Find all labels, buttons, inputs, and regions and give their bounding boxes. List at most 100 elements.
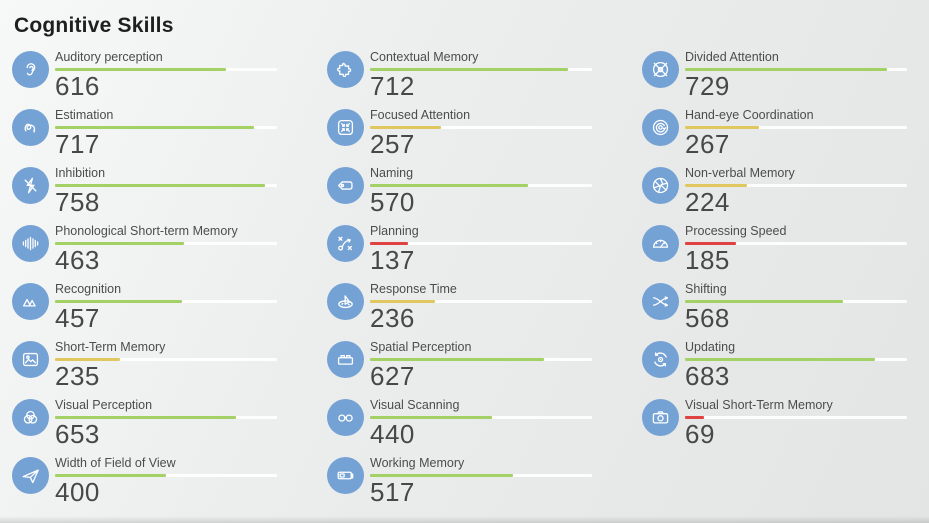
skill-progress-bar [55,474,277,477]
skill-progress-fill [370,416,493,419]
refresh-icon [642,341,679,378]
skill-card[interactable]: Non-verbal Memory 224 [642,166,929,216]
compress-arrows-icon [327,109,364,146]
skill-progress-bar [685,126,907,129]
skill-card[interactable]: Divided Attention 729 [642,50,929,101]
skill-progress-bar [685,68,907,71]
skill-label: Focused Attention [370,108,471,122]
skill-value: 717 [55,129,100,159]
skill-progress-fill [55,416,237,419]
skill-value: 235 [55,361,100,391]
skill-progress-fill [55,242,184,245]
skill-progress-fill [685,242,737,245]
skill-label: Phonological Short-term Memory [55,224,238,238]
brick-icon [327,341,364,378]
skill-card[interactable]: Contextual Memory 712 [327,50,628,100]
skill-value: 653 [55,419,100,449]
skill-progress-fill [685,300,843,303]
skill-card[interactable]: Working Memory 517 [327,456,628,507]
skill-card[interactable]: Visual Scanning 440 [327,398,628,448]
skill-value: 570 [370,187,415,217]
skill-label: Planning [370,224,419,238]
skill-progress-bar [55,358,277,361]
skill-progress-fill [685,68,888,71]
skills-grid: Auditory perception 616 Contextual Memor… [12,50,919,507]
skill-value: 683 [685,361,730,391]
skill-label: Visual Scanning [370,398,460,412]
skill-label: Visual Short-Term Memory [685,398,833,412]
puzzle-icon [327,51,364,88]
skill-card[interactable]: Shifting 568 [642,282,929,332]
skill-card[interactable]: Updating 683 [642,340,929,391]
venn-circles-icon [12,399,49,436]
skill-card[interactable]: Recognition 457 [12,282,313,332]
skill-progress-fill [685,184,748,187]
skill-card[interactable]: Focused Attention 257 [327,108,628,159]
skill-progress-bar [370,126,592,129]
skill-card[interactable]: Estimation 717 [12,108,313,159]
skill-card[interactable]: Processing Speed 185 [642,224,929,275]
skill-card[interactable]: Naming 570 [327,166,628,217]
skill-value: 729 [685,71,730,101]
skill-label: Auditory perception [55,50,163,64]
skill-progress-fill [370,126,442,129]
skill-progress-bar [370,184,592,187]
tag-icon [327,167,364,204]
skill-card[interactable]: Planning 137 [327,224,628,275]
skill-progress-bar [55,416,277,419]
skill-card[interactable]: Short-Term Memory 235 [12,340,313,391]
skill-progress-bar [55,300,277,303]
skill-card[interactable]: Phonological Short-term Memory 463 [12,224,313,275]
skill-label: Processing Speed [685,224,787,238]
skill-progress-fill [370,242,408,245]
skill-label: Visual Perception [55,398,153,412]
skill-value: 517 [370,477,415,507]
skill-card[interactable]: Response Time 236 [327,282,628,333]
skill-value: 267 [685,129,730,159]
skill-value: 400 [55,477,100,507]
skill-progress-bar [370,68,592,71]
skill-value: 69 [685,419,715,449]
skill-progress-bar [685,242,907,245]
skill-progress-fill [55,126,254,129]
skill-progress-bar [55,242,277,245]
skill-progress-fill [370,68,568,71]
skill-card[interactable]: Visual Perception 653 [12,398,313,449]
skill-card[interactable]: Visual Short-Term Memory 69 [642,398,929,449]
skill-label: Working Memory [370,456,465,470]
skill-card[interactable]: Hand-eye Coordination 267 [642,108,929,159]
skill-label: Contextual Memory [370,50,479,64]
skill-card[interactable]: Auditory perception 616 [12,50,313,100]
skill-value: 236 [370,303,415,333]
skill-label: Naming [370,166,414,180]
skill-label: Width of Field of View [55,456,176,470]
skill-progress-bar [370,474,592,477]
skill-card[interactable]: Spatial Perception 627 [327,340,628,390]
sound-wave-icon [12,225,49,262]
skill-progress-fill [370,300,436,303]
skill-progress-fill [370,358,545,361]
skill-value: 257 [370,129,415,159]
skill-progress-bar [370,300,592,303]
skill-label: Non-verbal Memory [685,166,795,180]
battery-icon [327,457,364,494]
skill-progress-fill [370,184,529,187]
skill-progress-bar [370,358,592,361]
skill-value: 463 [55,245,100,275]
skill-label: Shifting [685,282,727,296]
camera-icon [642,399,679,436]
skill-card[interactable]: Width of Field of View 400 [12,456,313,507]
skill-value: 137 [370,245,415,275]
skill-card[interactable]: Inhibition 758 [12,166,313,216]
skill-progress-fill [55,184,266,187]
photo-icon [12,341,49,378]
skill-value: 185 [685,245,730,275]
skill-progress-bar [370,242,592,245]
skill-progress-bar [685,300,907,303]
glasses-icon [327,399,364,436]
ear-icon [12,51,49,88]
skill-label: Updating [685,340,736,354]
strategy-icon [327,225,364,262]
sundial-icon [327,283,364,320]
skill-progress-fill [55,300,182,303]
